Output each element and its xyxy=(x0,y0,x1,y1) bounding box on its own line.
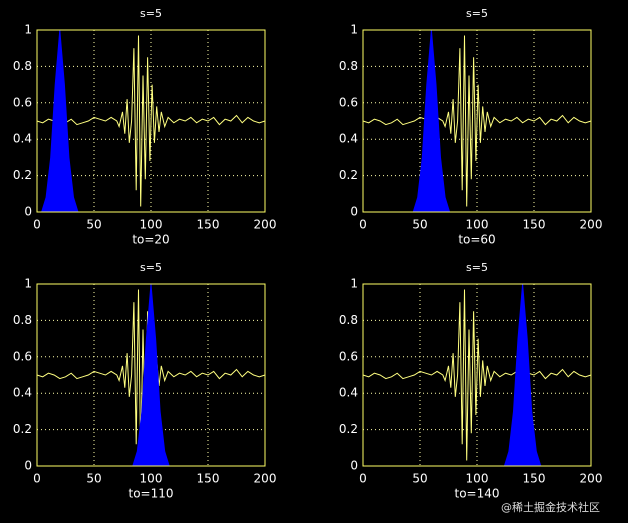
x-tick-label: 0 xyxy=(359,472,367,486)
x-tick-label: 150 xyxy=(523,218,546,232)
x-tick-label: 200 xyxy=(580,218,603,232)
y-tick-label: 0.8 xyxy=(339,59,358,73)
y-tick-label: 0 xyxy=(350,459,358,473)
y-tick-label: 0.6 xyxy=(13,349,32,363)
x-tick-label: 150 xyxy=(523,472,546,486)
y-tick-label: 0.6 xyxy=(13,95,32,109)
x-tick-label: 50 xyxy=(86,472,101,486)
y-tick-label: 0 xyxy=(24,205,32,219)
y-tick-label: 1 xyxy=(24,277,32,291)
x-tick-label: 100 xyxy=(140,472,163,486)
x-tick-label: 200 xyxy=(254,218,277,232)
x-tick-label: 100 xyxy=(466,472,489,486)
window-area xyxy=(412,29,451,213)
y-tick-label: 0.2 xyxy=(13,422,32,436)
signal-line xyxy=(36,35,266,207)
watermark: @稀土掘金技术社区 xyxy=(501,500,600,514)
y-tick-label: 0.8 xyxy=(13,313,32,327)
x-axis-label: to=60 xyxy=(458,233,495,247)
y-tick-label: 0.6 xyxy=(339,349,358,363)
axes-frame xyxy=(36,29,266,213)
axes-frame xyxy=(36,283,266,467)
chart-title: s=5 xyxy=(140,261,162,274)
x-tick-label: 200 xyxy=(254,472,277,486)
window-area xyxy=(503,283,542,467)
x-axis-label: to=110 xyxy=(128,487,173,501)
window-area xyxy=(132,283,170,467)
y-tick-label: 0 xyxy=(24,459,32,473)
y-tick-label: 0.8 xyxy=(13,59,32,73)
y-tick-label: 0.6 xyxy=(339,95,358,109)
x-tick-label: 50 xyxy=(86,218,101,232)
y-tick-label: 0.8 xyxy=(339,313,358,327)
x-axis-label: to=140 xyxy=(454,487,499,501)
x-tick-label: 100 xyxy=(466,218,489,232)
y-tick-label: 0.2 xyxy=(13,168,32,182)
x-axis-label: to=20 xyxy=(132,233,169,247)
axes-frame xyxy=(362,283,592,467)
y-tick-label: 0.2 xyxy=(339,422,358,436)
x-tick-label: 100 xyxy=(140,218,163,232)
signal-line xyxy=(362,35,592,207)
x-tick-label: 0 xyxy=(33,472,41,486)
y-tick-label: 1 xyxy=(350,23,358,37)
x-tick-label: 50 xyxy=(412,218,427,232)
chart-title: s=5 xyxy=(466,261,488,274)
x-tick-label: 150 xyxy=(197,472,220,486)
y-tick-label: 0 xyxy=(350,205,358,219)
x-tick-label: 150 xyxy=(197,218,220,232)
y-tick-label: 0.4 xyxy=(13,386,32,400)
chart-title: s=5 xyxy=(140,7,162,20)
signal-line xyxy=(362,289,592,461)
x-tick-label: 200 xyxy=(580,472,603,486)
chart-title: s=5 xyxy=(466,7,488,20)
y-tick-label: 1 xyxy=(350,277,358,291)
y-tick-label: 0.2 xyxy=(339,168,358,182)
axes-frame xyxy=(362,29,592,213)
x-tick-label: 0 xyxy=(359,218,367,232)
y-tick-label: 0.4 xyxy=(339,132,358,146)
y-tick-label: 0.4 xyxy=(13,132,32,146)
y-tick-label: 0.4 xyxy=(339,386,358,400)
x-tick-label: 0 xyxy=(33,218,41,232)
y-tick-label: 1 xyxy=(24,23,32,37)
x-tick-label: 50 xyxy=(412,472,427,486)
window-area xyxy=(40,29,79,213)
